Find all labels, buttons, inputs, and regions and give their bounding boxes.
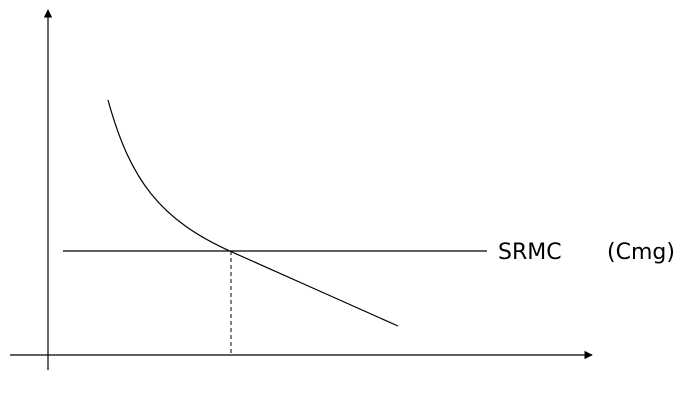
srmc-note-label: (Cmg): [607, 240, 675, 265]
decreasing-cost-curve: [107, 99, 399, 327]
srmc-label: SRMC: [498, 240, 562, 265]
